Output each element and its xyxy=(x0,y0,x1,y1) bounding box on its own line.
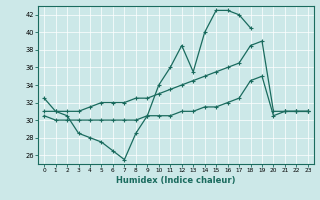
X-axis label: Humidex (Indice chaleur): Humidex (Indice chaleur) xyxy=(116,176,236,185)
